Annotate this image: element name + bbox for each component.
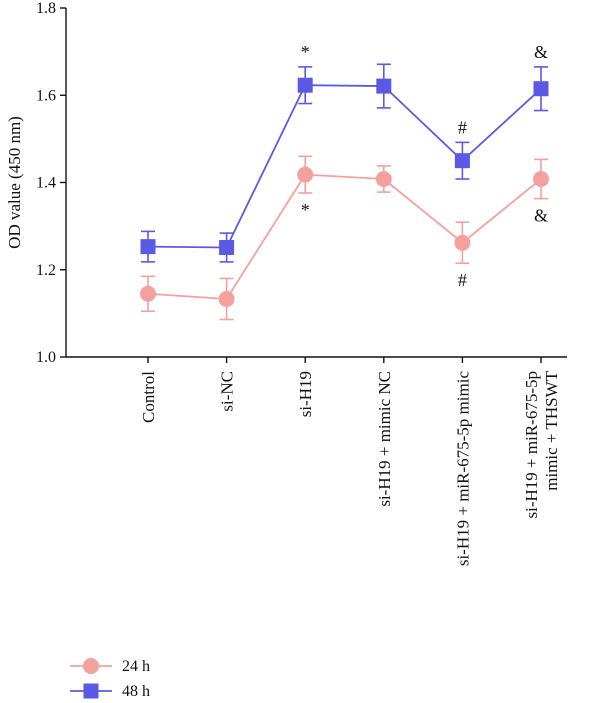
x-tick-label-line: si-NC	[218, 371, 237, 412]
data-point	[219, 240, 235, 256]
series-24h: * # &	[140, 155, 549, 321]
x-tick-label-line: Control	[139, 371, 158, 423]
legend-item: 24 h	[70, 658, 150, 675]
data-point	[218, 290, 235, 307]
y-tick-label: 1.6	[36, 87, 56, 104]
legend-item: 48 h	[70, 683, 150, 700]
x-tick-label-line: si-H19 + miR-675-5p	[522, 371, 541, 518]
series-line	[147, 173, 542, 300]
data-point	[533, 171, 549, 188]
y-tick-label: 1.0	[36, 349, 56, 366]
data-point	[454, 153, 470, 169]
significance-label: #	[458, 117, 467, 137]
data-point	[140, 285, 156, 302]
x-tick-label-line: mimic + THSWT	[542, 370, 561, 490]
significance-label: *	[301, 200, 310, 220]
x-tick-label-line: si-H19	[296, 371, 315, 417]
y-tick-label: 1.2	[36, 262, 56, 279]
data-point	[376, 78, 392, 94]
axes: 1.0 1.2 1.4 1.6 1.8	[36, 0, 567, 366]
data-point	[297, 166, 314, 183]
x-tick-label: si-NC	[218, 371, 237, 412]
series-line	[147, 84, 542, 249]
significance-label: #	[458, 270, 467, 290]
data-point	[454, 234, 471, 251]
x-tick-label: si-H19 + mimic NC	[375, 371, 394, 507]
legend: 24 h 48 h	[70, 658, 150, 700]
data-point	[375, 171, 392, 188]
x-tick-label: si-H19	[296, 371, 315, 417]
x-tick-label: Control	[139, 371, 158, 423]
category-labels: Control si-NC si-H19 si-H19 + mimic NC si-H1…	[139, 370, 561, 566]
data-point	[140, 239, 156, 255]
data-point	[297, 77, 313, 93]
y-tick-label: 1.8	[36, 0, 56, 17]
legend-marker	[83, 683, 99, 699]
x-tick-label: si-H19 + miR-675-5p mimic + THSWT	[522, 370, 561, 518]
y-tick-label: 1.4	[36, 175, 56, 192]
legend-label: 48 h	[122, 683, 150, 700]
y-axis-title: OD value (450 nm)	[5, 116, 24, 249]
series-layer: * # & * # &	[140, 42, 549, 321]
series-48h: * # &	[140, 42, 549, 263]
x-tick-label-line: si-H19 + mimic NC	[375, 371, 394, 507]
significance-label: &	[534, 42, 548, 62]
data-point	[533, 81, 549, 97]
x-tick-label: si-H19 + miR-675-5p mimic	[453, 371, 472, 567]
x-tick-label-line: si-H19 + miR-675-5p mimic	[453, 371, 472, 567]
significance-label: *	[301, 42, 310, 62]
legend-marker	[83, 658, 99, 674]
significance-label: &	[534, 206, 548, 226]
legend-label: 24 h	[122, 658, 150, 675]
